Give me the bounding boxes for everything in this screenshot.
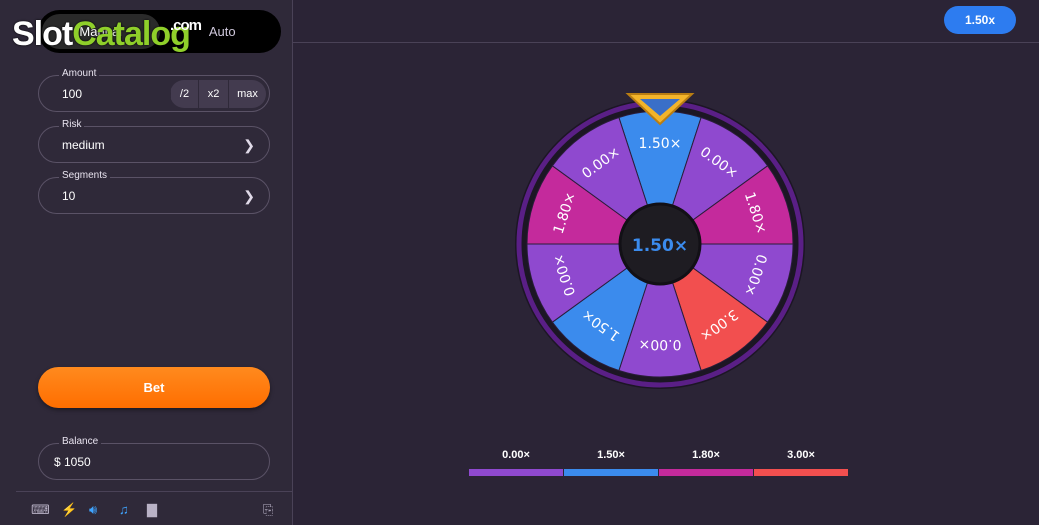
legend-label: 0.00×	[502, 449, 530, 461]
wheel-segment	[618, 242, 702, 378]
amount-label: Amount	[59, 68, 100, 79]
legend-bar	[564, 469, 658, 476]
watermark-catalog: Catalog	[72, 15, 191, 53]
wheel: 1.50×0.00×1.80×0.00×3.00×0.00×1.50×0.00×…	[515, 93, 805, 389]
wheel-segment-label: 1.50×	[639, 136, 682, 152]
legend: 0.00× 1.50× 1.80× 3.00×	[469, 449, 849, 477]
watermark-slot: Slot	[12, 15, 73, 53]
watermark-logo: SlotCatalog .com	[12, 8, 202, 60]
balance-label: Balance	[59, 436, 102, 447]
balance-value: $ 1050	[54, 455, 91, 469]
segments-value: 10	[62, 189, 76, 203]
risk-value: medium	[62, 138, 105, 152]
legend-label: 1.50×	[597, 449, 625, 461]
auto-tab[interactable]: Auto	[208, 24, 236, 39]
keyboard-icon[interactable]: ⌨	[31, 502, 50, 517]
wheel-center	[618, 202, 702, 286]
legend-item: 3.00×	[754, 449, 848, 477]
lightning-icon[interactable]: ⚡	[61, 502, 78, 517]
watermark-com: .com	[170, 17, 202, 34]
mode-toggle: Manual Auto	[38, 10, 281, 53]
legend-item: 1.80×	[659, 449, 753, 477]
history-badge: 1.50x	[944, 6, 1016, 34]
legend-bar	[659, 469, 753, 476]
chevron-right-icon: ❯	[243, 188, 255, 204]
amount-field[interactable]: Amount 100 /2 x2 max	[38, 68, 270, 112]
legend-item: 1.50×	[564, 449, 658, 477]
header-divider	[293, 42, 1039, 43]
chevron-right-icon: ❯	[243, 137, 255, 153]
legend-item: 0.00×	[469, 449, 563, 477]
center-result: 1.50×	[632, 236, 688, 256]
risk-select[interactable]: Risk medium ❯	[38, 119, 270, 163]
segments-select[interactable]: Segments 10 ❯	[38, 170, 270, 214]
balance-field: Balance $ 1050	[38, 436, 270, 480]
legend-label: 3.00×	[787, 449, 815, 461]
bottom-toolbar: ⌨ ⚡ 🔊︎ ♫ ▇ ⎘	[16, 491, 293, 525]
bet-button[interactable]: Bet	[38, 367, 270, 408]
max-button[interactable]: max	[228, 80, 266, 108]
music-icon[interactable]: ♫	[119, 502, 129, 517]
amount-value[interactable]: 100	[62, 87, 83, 101]
half-button[interactable]: /2	[170, 80, 198, 108]
amount-buttons: /2 x2 max	[170, 80, 266, 108]
wheel-segment	[659, 116, 769, 246]
control-panel: Manual Auto SlotCatalog .com Amount 100 …	[0, 0, 293, 525]
wheel-segment-label: 0.00×	[639, 336, 682, 352]
legend-label: 1.80×	[692, 449, 720, 461]
speaker-icon[interactable]: 🔊︎	[89, 502, 98, 517]
pointer-inner-icon	[640, 99, 680, 116]
risk-label: Risk	[59, 119, 85, 130]
double-button[interactable]: x2	[198, 80, 228, 108]
manual-tab[interactable]: Manual	[42, 14, 160, 49]
legend-bar	[469, 469, 563, 476]
stats-icon[interactable]: ▇	[147, 502, 157, 517]
exit-icon[interactable]: ⎘	[263, 502, 274, 517]
wheel-segment	[551, 242, 661, 372]
legend-bar	[754, 469, 848, 476]
wheel-segment	[659, 242, 769, 372]
wheel-segment	[551, 116, 661, 246]
segments-label: Segments	[59, 170, 111, 181]
wheel-segments: 1.50×0.00×1.80×0.00×3.00×0.00×1.50×0.00×…	[526, 110, 794, 378]
